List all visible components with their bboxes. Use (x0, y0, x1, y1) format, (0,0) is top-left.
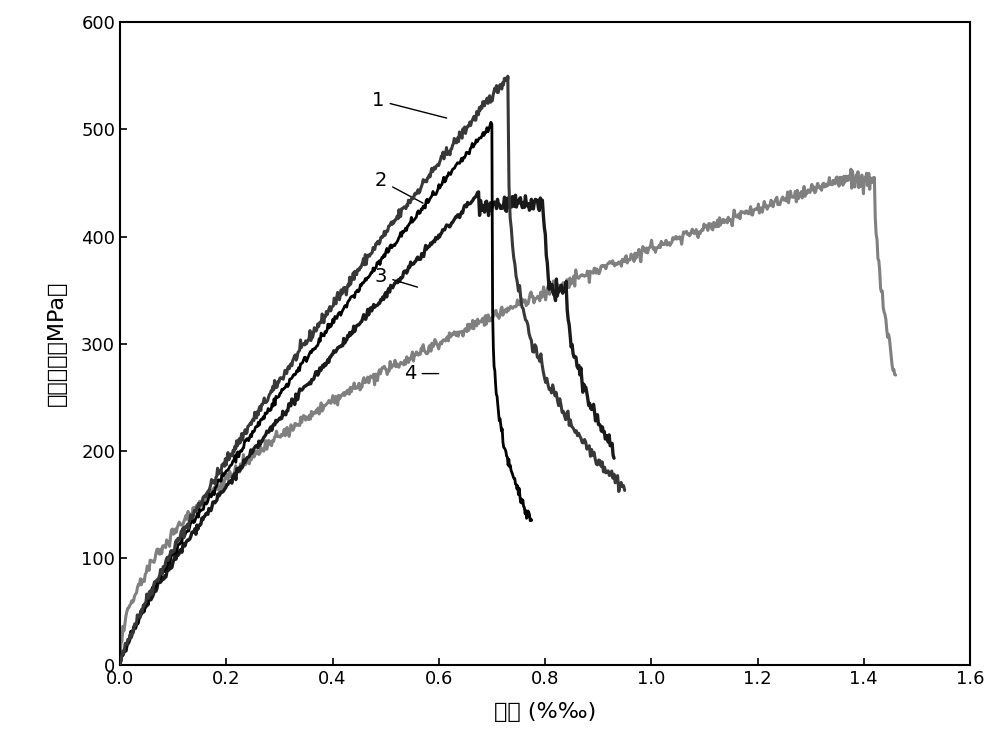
Text: 3: 3 (375, 267, 417, 287)
X-axis label: 应变 (%‰): 应变 (%‰) (494, 701, 596, 722)
Text: 2: 2 (375, 171, 423, 203)
Text: 4: 4 (404, 364, 439, 383)
Text: 1: 1 (372, 91, 447, 118)
Y-axis label: 弯曲应力（MPa）: 弯曲应力（MPa） (47, 281, 67, 406)
